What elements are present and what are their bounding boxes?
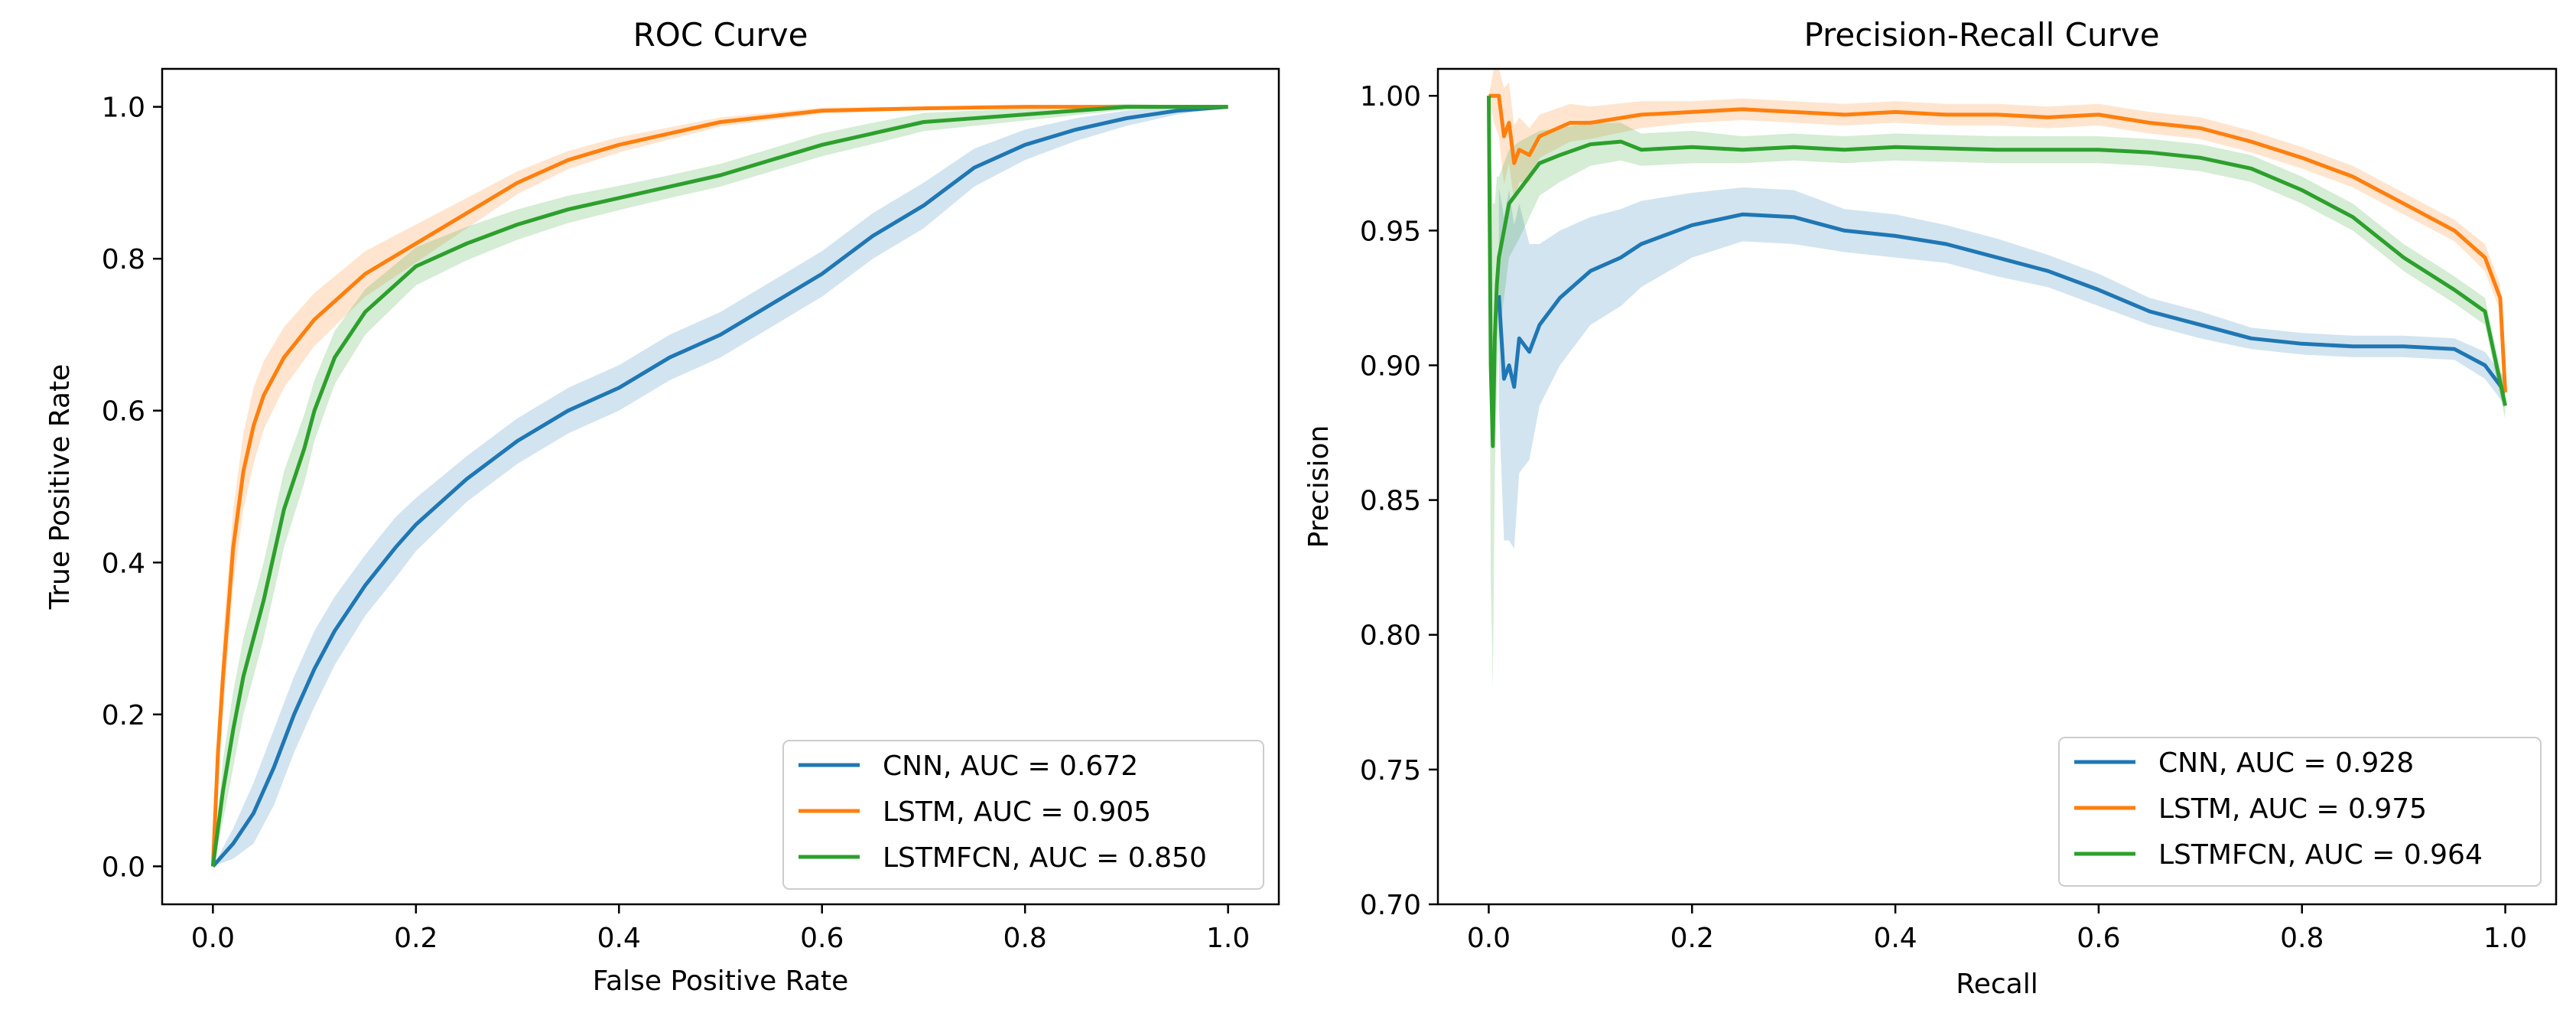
roc-y-ticks: 0.0 0.2 0.4 0.6 0.8 1.0 (102, 93, 162, 883)
pr-chart: Precision-Recall Curve 0.0 0.2 0.4 0.6 0.8 1.… (1303, 16, 2558, 1000)
pr-y-ticks: 0.70 0.75 0.80 0.85 0.90 0.95 1.00 (1360, 81, 1438, 921)
roc-x-tick-label: 1.0 (1206, 923, 1250, 954)
pr-legend-label-cnn: CNN, AUC = 0.928 (2158, 747, 2414, 779)
roc-line-lstmfcn (210, 105, 1228, 867)
pr-y-tick-label: 1.00 (1360, 81, 1421, 112)
pr-y-tick-label: 0.70 (1360, 890, 1421, 921)
roc-legend: CNN, AUC = 0.672 LSTM, AUC = 0.905 LSTMFCN… (782, 740, 1264, 890)
roc-legend-label-lstmfcn: LSTMFCN, AUC = 0.850 (883, 842, 1207, 874)
pr-x-tick-label: 0.0 (1467, 923, 1511, 954)
pr-x-tick-label: 0.2 (1670, 923, 1714, 954)
roc-y-axis-label: True Positive Rate (44, 364, 76, 611)
roc-y-tick-label: 0.0 (102, 852, 145, 883)
pr-x-tick-label: 1.0 (2483, 923, 2527, 954)
roc-legend-label-cnn: CNN, AUC = 0.672 (883, 751, 1138, 782)
pr-y-tick-label: 0.75 (1360, 755, 1421, 786)
pr-plot-frame (1436, 67, 2558, 906)
roc-y-tick-label: 0.6 (102, 396, 145, 428)
pr-band-lstmfcn (1488, 96, 2506, 689)
roc-series-lines (210, 105, 1228, 868)
pr-line-lstmfcn (1487, 96, 2507, 448)
roc-line-cnn (211, 105, 1228, 868)
pr-line-lstm (1488, 93, 2507, 392)
roc-chart: ROC Curve 0.0 0.2 0.4 0.6 0.8 1.0 0.00.20.40.… (44, 16, 1280, 997)
roc-legend-box (782, 740, 1264, 890)
pr-confidence-bands (1488, 69, 2506, 689)
roc-x-ticks: 0.0 0.2 0.4 0.6 0.8 1.0 (191, 904, 1250, 954)
roc-x-tick-label: 0.2 (394, 923, 437, 954)
pr-y-tick-label: 0.95 (1360, 216, 1421, 247)
roc-line-lstm (210, 105, 1228, 867)
roc-y-tick-label: 0.4 (102, 548, 145, 579)
pr-y-tick-label: 0.90 (1360, 350, 1421, 382)
pr-legend: CNN, AUC = 0.928 LSTM, AUC = 0.975 LSTMFCN… (2058, 737, 2542, 887)
pr-title: Precision-Recall Curve (1804, 16, 2159, 54)
pr-line-cnn (1497, 212, 2507, 394)
pr-legend-box (2058, 737, 2542, 887)
pr-legend-label-lstmfcn: LSTMFCN, AUC = 0.964 (2158, 839, 2483, 871)
roc-plot-frame (161, 67, 1280, 906)
roc-title: ROC Curve (633, 16, 808, 54)
roc-x-tick-label: 0.4 (597, 923, 641, 954)
pr-x-axis-label: Recall (1956, 969, 2038, 1000)
roc-legend-label-lstm: LSTM, AUC = 0.905 (883, 796, 1151, 828)
pr-y-tick-label: 0.85 (1360, 486, 1421, 517)
pr-legend-label-lstm: LSTM, AUC = 0.975 (2158, 793, 2427, 825)
pr-x-tick-label: 0.8 (2280, 923, 2324, 954)
pr-y-tick-label: 0.80 (1360, 620, 1421, 652)
pr-series-lines (1487, 93, 2507, 448)
pr-x-tick-label: 0.6 (2077, 923, 2120, 954)
roc-x-axis-label: False Positive Rate (593, 966, 849, 997)
roc-y-tick-label: 0.8 (102, 244, 145, 275)
roc-x-tick-label: 0.0 (191, 923, 235, 954)
roc-x-tick-label: 0.8 (1003, 923, 1047, 954)
roc-x-tick-label: 0.6 (800, 923, 844, 954)
pr-y-axis-label: Precision (1303, 425, 1335, 549)
roc-y-tick-label: 1.0 (102, 93, 145, 124)
roc-y-tick-label: 0.2 (102, 700, 145, 731)
pr-x-ticks: 0.0 0.2 0.4 0.6 0.8 1.0 (1467, 904, 2527, 954)
pr-x-tick-label: 0.4 (1873, 923, 1917, 954)
